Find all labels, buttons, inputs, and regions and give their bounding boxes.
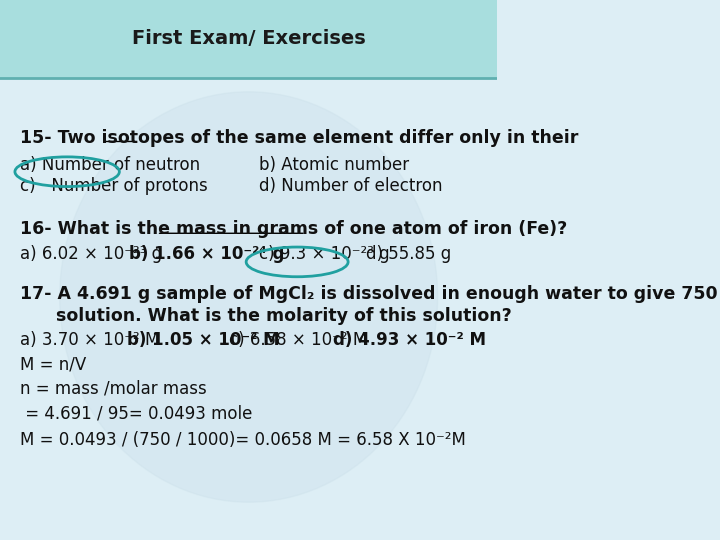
Text: First Exam/ Exercises: First Exam/ Exercises <box>132 29 366 49</box>
Text: b) Atomic number: b) Atomic number <box>258 156 409 174</box>
Text: 16- What is the mass in grams of one atom of iron (Fe)?: 16- What is the mass in grams of one ato… <box>20 220 567 239</box>
FancyBboxPatch shape <box>0 0 498 78</box>
Text: d) 55.85 g: d) 55.85 g <box>366 245 451 263</box>
Text: c) 6.58 × 10⁻² M: c) 6.58 × 10⁻² M <box>229 331 367 349</box>
Text: M = 0.0493 / (750 / 1000)= 0.0658 M = 6.58 X 10⁻²M: M = 0.0493 / (750 / 1000)= 0.0658 M = 6.… <box>20 431 466 449</box>
Text: d) 4.93 × 10⁻² M: d) 4.93 × 10⁻² M <box>333 331 486 349</box>
Text: a) Number of neutron: a) Number of neutron <box>20 156 200 174</box>
Text: c)   Number of protons: c) Number of protons <box>20 177 207 195</box>
Text: a) 3.70 × 10⁻² M: a) 3.70 × 10⁻² M <box>20 331 159 349</box>
Text: 17- A 4.691 g sample of MgCl₂ is dissolved in enough water to give 750 mL of: 17- A 4.691 g sample of MgCl₂ is dissolv… <box>20 285 720 303</box>
Text: M = n/V: M = n/V <box>20 355 86 374</box>
Text: 15- Two isotopes of the same element differ only in their: 15- Two isotopes of the same element dif… <box>20 129 578 147</box>
Text: c) 9.3 × 10⁻²³ g: c) 9.3 × 10⁻²³ g <box>258 245 390 263</box>
Text: = 4.691 / 95= 0.0493 mole: = 4.691 / 95= 0.0493 mole <box>20 404 252 422</box>
Text: b) 1.66 × 10⁻²⁴ g: b) 1.66 × 10⁻²⁴ g <box>130 245 284 263</box>
Text: b) 1.05 × 10⁻² M: b) 1.05 × 10⁻² M <box>127 331 279 349</box>
Text: n = mass /molar mass: n = mass /molar mass <box>20 380 207 398</box>
Text: d) Number of electron: d) Number of electron <box>258 177 442 195</box>
Circle shape <box>60 92 438 502</box>
Text: a) 6.02 × 10⁻²³ g: a) 6.02 × 10⁻²³ g <box>20 245 162 263</box>
Text: solution. What is the molarity of this solution?: solution. What is the molarity of this s… <box>20 307 512 325</box>
